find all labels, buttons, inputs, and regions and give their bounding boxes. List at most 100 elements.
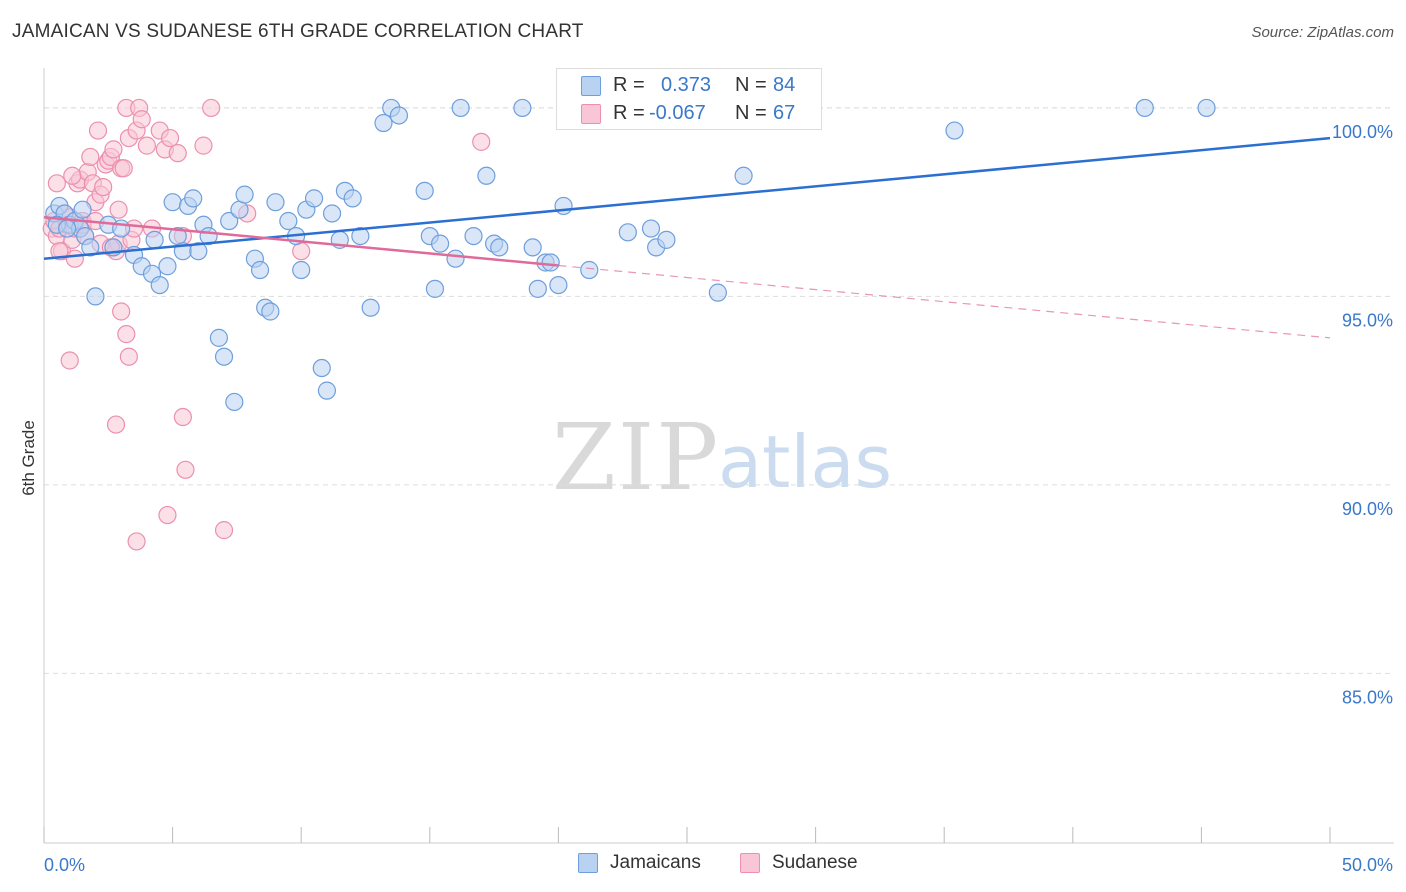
jamaican-point	[734, 166, 753, 185]
y-tick-label: 90.0%	[1342, 499, 1393, 519]
sudanese-point	[117, 325, 136, 344]
jamaican-point	[523, 238, 542, 257]
jamaican-point	[312, 358, 331, 378]
sudanese-point	[109, 200, 128, 219]
jamaican-point	[250, 260, 270, 280]
jamaican-point	[361, 298, 380, 317]
jamaican-point	[317, 381, 337, 400]
jamaican-point	[541, 253, 560, 272]
r-value: 0.373	[661, 74, 712, 96]
jamaican-point	[451, 98, 470, 118]
sudanese-point	[106, 415, 126, 434]
sudanese-trend-line	[43, 216, 559, 267]
jamaican-point	[425, 279, 445, 298]
sudanese-point	[127, 532, 146, 551]
x-tick-label: 0.0%	[44, 855, 85, 875]
y-axis-label: 6th Grade	[19, 420, 38, 496]
sudanese-point	[63, 166, 82, 185]
correlation-legend: R = 0.373 N = 84 R = -0.067 N = 67	[556, 68, 822, 130]
sudanese-point	[472, 132, 491, 151]
jamaican-point	[225, 392, 244, 412]
jamaican-point	[209, 328, 228, 347]
r-label: R =	[613, 102, 645, 124]
r-label: R =	[613, 74, 645, 96]
jamaican-point	[343, 189, 362, 208]
legend-label: Sudanese	[772, 852, 858, 873]
y-tick-label: 100.0%	[1332, 122, 1393, 142]
sudanese-point	[137, 136, 156, 155]
jamaican-point	[163, 193, 182, 212]
jamaican-point	[266, 193, 285, 212]
axes	[43, 68, 1394, 844]
jamaican-points	[45, 98, 1216, 412]
jamaican-point	[580, 260, 599, 280]
jamaican-point	[189, 242, 208, 261]
jamaican-point	[145, 230, 164, 249]
jamaican-point	[477, 166, 496, 185]
sudanese-point	[47, 174, 66, 193]
sudanese-point	[60, 351, 79, 370]
x-tick-label: 50.0%	[1342, 855, 1393, 875]
sudanese-point	[132, 110, 151, 129]
axis-labels: 85.0% 90.0% 95.0% 100.0% 0.0% 50.0% 6th Grade	[19, 122, 1393, 875]
jamaican-point	[261, 302, 280, 321]
jamaican-point	[549, 275, 568, 295]
y-tick-label: 85.0%	[1342, 687, 1393, 707]
trend-lines	[43, 136, 1331, 339]
sudanese-swatch	[581, 104, 601, 124]
jamaican-point	[389, 106, 409, 125]
jamaican-point	[112, 219, 131, 238]
jamaican-point	[528, 279, 547, 298]
n-label: N =	[735, 74, 767, 96]
sudanese-point	[160, 128, 180, 148]
sudanese-point	[104, 140, 123, 159]
legend-row-jamaicans: R = 0.373 N = 84	[557, 72, 821, 100]
sudanese-point	[176, 460, 195, 479]
jamaican-point	[351, 226, 370, 246]
jamaican-point	[708, 283, 727, 302]
jamaican-point	[618, 223, 637, 242]
source-label: Source: ZipAtlas.com	[1251, 24, 1394, 41]
jamaican-point	[230, 200, 249, 219]
watermark-atlas: atlas	[718, 420, 892, 504]
jamaicans-swatch	[581, 76, 601, 96]
jamaican-point	[150, 275, 169, 295]
jamaican-point	[374, 113, 393, 133]
jamaican-point	[73, 200, 92, 219]
jamaican-point	[490, 238, 509, 257]
r-value: -0.067	[649, 102, 706, 124]
jamaican-point	[184, 189, 203, 208]
jamaican-point	[81, 238, 100, 257]
n-value: 84	[773, 74, 796, 96]
jamaican-point	[158, 257, 177, 276]
jamaican-point	[220, 211, 239, 231]
n-label: N =	[735, 102, 767, 124]
sudanese-point	[158, 505, 177, 525]
sudanese-point	[194, 136, 213, 155]
sudanese-point	[94, 177, 113, 197]
jamaican-point	[446, 249, 465, 268]
sudanese-points	[42, 98, 491, 551]
jamaican-point	[945, 121, 964, 140]
sudanese-point	[112, 302, 131, 321]
jamaican-point	[322, 204, 342, 223]
jamaican-point	[554, 196, 573, 216]
jamaican-point	[235, 185, 254, 204]
sudanese-swatch	[740, 853, 760, 873]
jamaican-point	[464, 226, 483, 246]
jamaican-point	[415, 181, 434, 200]
sudanese-point	[65, 249, 84, 268]
legend-label: Jamaicans	[610, 852, 701, 873]
sudanese-point	[88, 121, 108, 140]
jamaican-point	[641, 219, 661, 238]
chart-title: JAMAICAN VS SUDANESE 6TH GRADE CORRELATI…	[12, 21, 584, 42]
sudanese-point	[168, 144, 187, 163]
legend-row-sudanese: R = -0.067 N = 67	[557, 100, 821, 128]
jamaicans-trend-line	[43, 136, 1331, 260]
sudanese-point	[119, 347, 138, 366]
jamaican-point	[430, 234, 450, 253]
jamaican-point	[279, 211, 298, 231]
jamaican-point	[58, 219, 77, 238]
sudanese-point	[214, 521, 234, 540]
